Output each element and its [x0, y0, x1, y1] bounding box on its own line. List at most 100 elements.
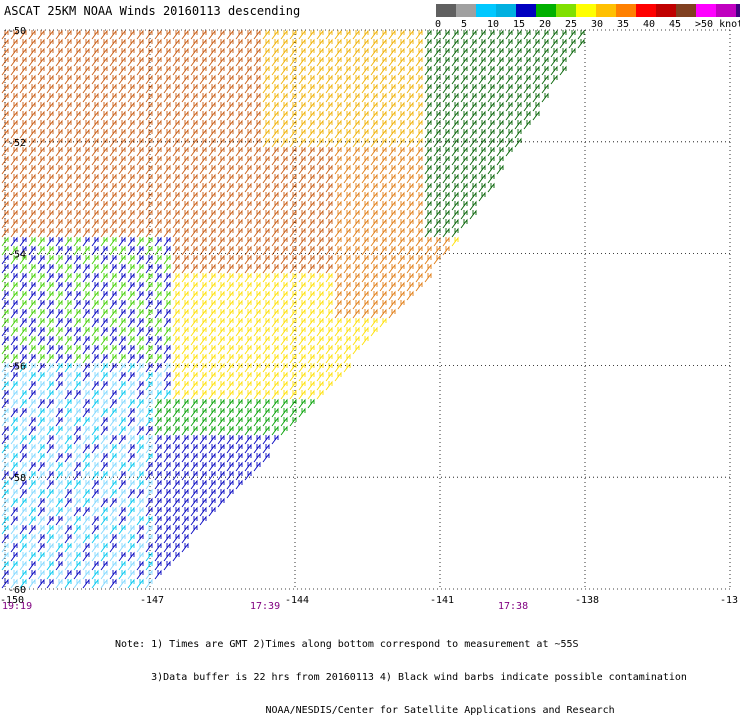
wind-barb [316, 65, 324, 76]
wind-barb [91, 155, 99, 166]
wind-barb [262, 164, 270, 175]
wind-barb [262, 281, 270, 292]
wind-barb [91, 137, 99, 148]
wind-barb [334, 38, 342, 49]
wind-barb [487, 83, 495, 94]
wind-barb [145, 326, 153, 337]
wind-barb [352, 101, 360, 112]
wind-barb [154, 29, 162, 40]
wind-barb [289, 101, 297, 112]
wind-barb [352, 74, 360, 85]
wind-barb [388, 227, 396, 238]
wind-barb [235, 317, 243, 328]
wind-barb [262, 434, 270, 445]
wind-barb [163, 317, 171, 328]
wind-barb [397, 290, 405, 301]
wind-barb [325, 344, 333, 355]
wind-barb [145, 443, 153, 454]
wind-barb [388, 218, 396, 229]
wind-barb [82, 263, 90, 274]
wind-barb [1, 578, 9, 589]
wind-barb [100, 416, 108, 427]
wind-barb [190, 110, 198, 121]
wind-barb [109, 479, 117, 490]
wind-barb [73, 434, 81, 445]
wind-barb [235, 344, 243, 355]
wind-barb [316, 119, 324, 130]
wind-barb [37, 92, 45, 103]
wind-barb [154, 128, 162, 139]
wind-barb [82, 560, 90, 571]
wind-barb [433, 119, 441, 130]
wind-barb [370, 218, 378, 229]
wind-barb [190, 443, 198, 454]
wind-barb [235, 218, 243, 229]
time-label-left: 19:19 [2, 601, 33, 612]
wind-barb [154, 542, 162, 553]
wind-barb [199, 119, 207, 130]
wind-barb [91, 263, 99, 274]
wind-barb [10, 398, 18, 409]
wind-barb [280, 308, 288, 319]
wind-barb [289, 335, 297, 346]
wind-barb [190, 434, 198, 445]
wind-barb [406, 218, 414, 229]
wind-barb [154, 398, 162, 409]
wind-barb [370, 56, 378, 67]
wind-barb [325, 173, 333, 184]
wind-barb [217, 488, 225, 499]
wind-barb [442, 128, 450, 139]
wind-barb [1, 335, 9, 346]
wind-barb [415, 173, 423, 184]
wind-barb [271, 74, 279, 85]
wind-barb [19, 344, 27, 355]
wind-barb [100, 272, 108, 283]
wind-barb [343, 254, 351, 265]
wind-barb [118, 344, 126, 355]
wind-barb [73, 290, 81, 301]
wind-barb [361, 245, 369, 256]
color-legend [436, 4, 740, 17]
wind-barb [469, 110, 477, 121]
wind-barb [361, 317, 369, 328]
wind-barb [397, 38, 405, 49]
wind-barb [208, 443, 216, 454]
wind-barb [379, 290, 387, 301]
wind-barb [235, 326, 243, 337]
wind-barb [91, 362, 99, 373]
wind-barb [325, 47, 333, 58]
wind-barb [64, 182, 72, 193]
wind-barb [280, 38, 288, 49]
wind-barb [253, 83, 261, 94]
wind-barb [109, 569, 117, 580]
wind-barb [478, 119, 486, 130]
wind-barb [154, 569, 162, 580]
wind-barb [10, 74, 18, 85]
wind-barb [19, 416, 27, 427]
wind-barb [127, 299, 135, 310]
wind-barb [181, 272, 189, 283]
wind-barb [199, 344, 207, 355]
wind-barb [415, 110, 423, 121]
wind-barb [442, 182, 450, 193]
wind-barb [163, 209, 171, 220]
wind-barb [244, 128, 252, 139]
wind-barb [334, 191, 342, 202]
wind-barb [1, 551, 9, 562]
wind-barb [163, 308, 171, 319]
wind-barb [343, 29, 351, 40]
wind-barb [226, 299, 234, 310]
wind-barb [271, 434, 279, 445]
wind-barb [163, 182, 171, 193]
wind-barb [343, 74, 351, 85]
wind-barb [235, 191, 243, 202]
wind-barb [235, 38, 243, 49]
wind-barb [217, 344, 225, 355]
wind-barb [136, 470, 144, 481]
wind-barb [262, 218, 270, 229]
wind-barb [55, 38, 63, 49]
wind-barb [64, 209, 72, 220]
wind-barb [424, 146, 432, 157]
wind-barb [298, 308, 306, 319]
wind-barb [190, 281, 198, 292]
